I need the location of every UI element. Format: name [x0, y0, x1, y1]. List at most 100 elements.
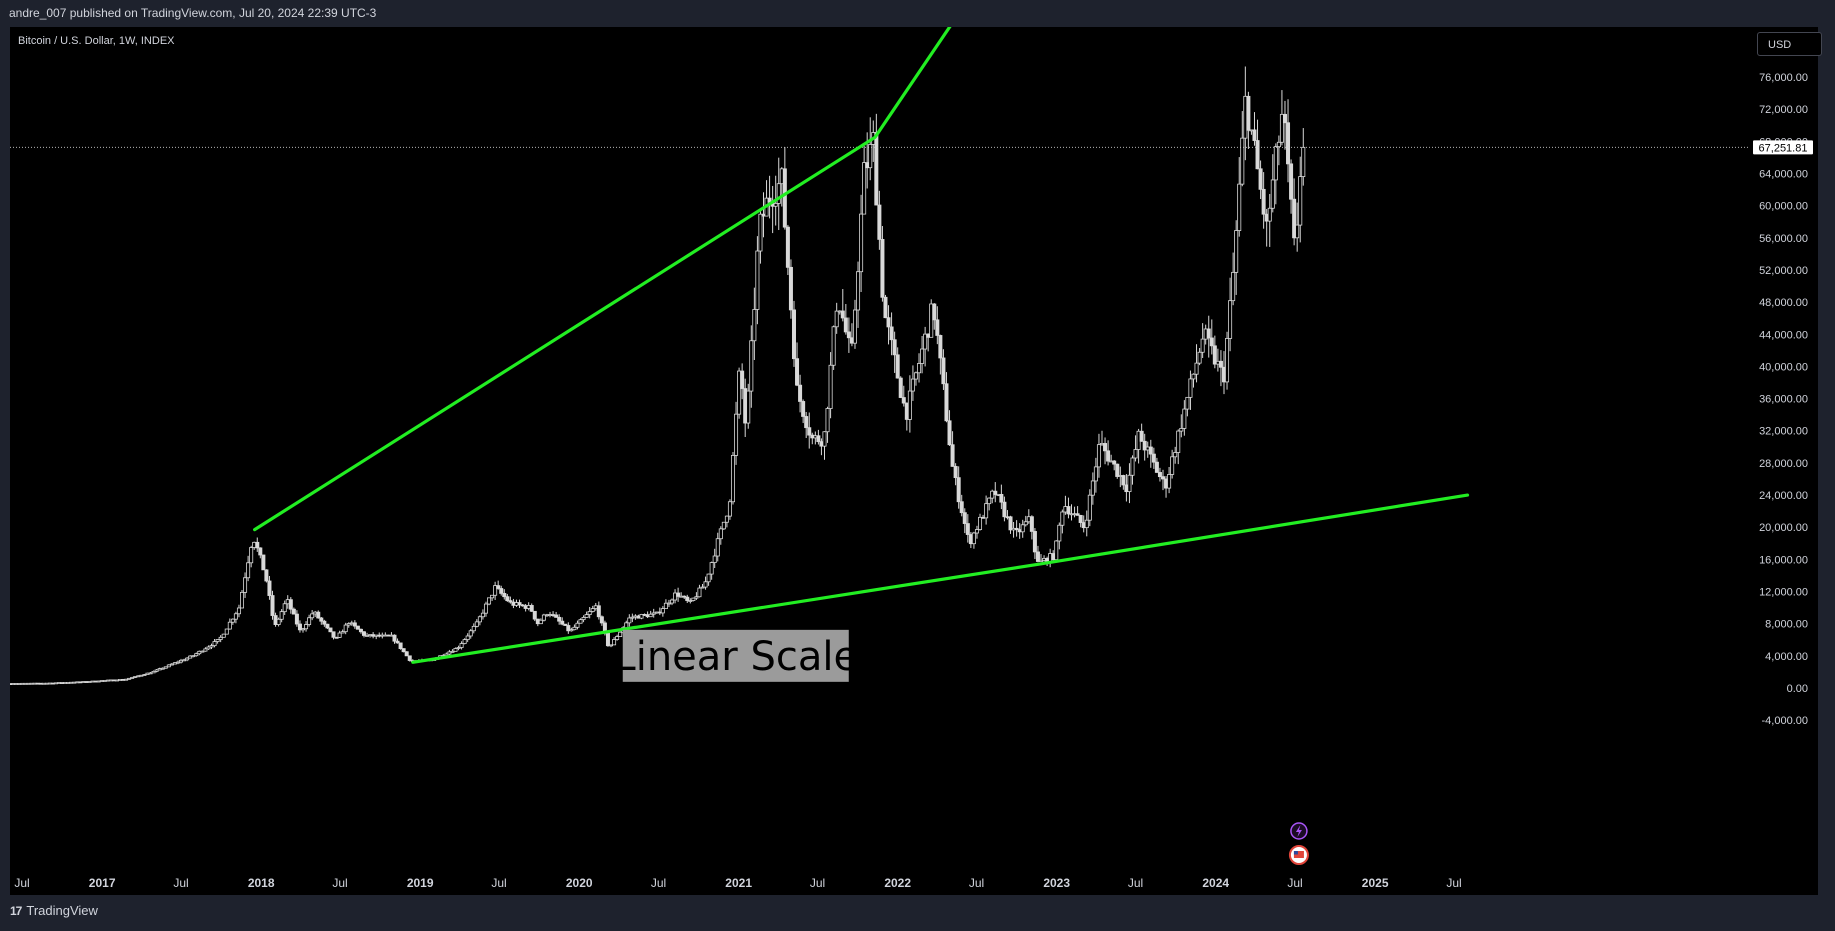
candle-body — [487, 597, 492, 605]
candle — [346, 622, 351, 628]
candle-body — [856, 271, 861, 311]
candle-body — [456, 647, 461, 649]
candle — [358, 628, 363, 634]
tradingview-logo[interactable]: 17 TradingView — [10, 903, 98, 918]
candle-body — [804, 416, 809, 429]
candle-body — [1093, 466, 1098, 482]
candle — [892, 331, 897, 373]
candle-body — [508, 600, 513, 603]
candle — [297, 620, 302, 633]
candle — [334, 636, 339, 639]
candle — [801, 399, 806, 424]
candle-body — [1130, 457, 1135, 476]
candle — [752, 287, 757, 360]
candle-body — [1231, 271, 1236, 302]
candle-body — [737, 370, 742, 415]
y-tick-label: 44,000.00 — [1759, 329, 1808, 341]
candle-body — [630, 616, 635, 619]
candle-body — [532, 610, 537, 620]
candle — [755, 236, 760, 325]
chart-pane[interactable]: Linear Scale76,000.0072,000.0068,000.006… — [10, 27, 1818, 895]
candle — [1093, 457, 1098, 493]
candle — [1115, 463, 1120, 479]
candle-body — [1258, 168, 1263, 190]
candle — [1246, 91, 1251, 149]
candle — [496, 580, 501, 590]
candle-body — [322, 620, 327, 625]
y-tick-label: 48,000.00 — [1759, 297, 1808, 309]
candle-body — [868, 144, 873, 169]
candles — [10, 66, 1306, 685]
candle — [502, 589, 507, 600]
candle-body — [243, 577, 248, 593]
candle — [1087, 489, 1092, 527]
price-chart[interactable]: Linear Scale76,000.0072,000.0068,000.006… — [10, 27, 1818, 895]
candle — [337, 630, 342, 638]
candle — [1252, 112, 1257, 146]
candle — [1228, 277, 1233, 352]
candle — [1270, 154, 1275, 213]
candle — [331, 631, 336, 640]
candle — [465, 633, 470, 643]
candle-body — [627, 617, 632, 624]
candle — [1020, 519, 1025, 538]
candle-body — [1075, 513, 1080, 516]
trendlines — [253, 27, 1470, 664]
candle — [352, 620, 357, 629]
candle — [508, 596, 513, 604]
candle — [209, 643, 214, 650]
candle — [883, 294, 888, 319]
candle-body — [883, 296, 888, 319]
candle-body — [1261, 188, 1266, 215]
candle-body — [862, 162, 867, 215]
candle — [1176, 429, 1181, 465]
candle-body — [291, 608, 296, 615]
candle — [316, 610, 321, 619]
y-tick-label: 36,000.00 — [1759, 394, 1808, 406]
candle-body — [1270, 179, 1275, 209]
candle — [1157, 467, 1162, 482]
candle — [517, 599, 522, 609]
candle-body — [569, 629, 574, 632]
candle-body — [154, 669, 159, 672]
candle-body — [889, 326, 894, 341]
candle — [1255, 119, 1260, 170]
candle-body — [1295, 224, 1300, 239]
candle — [304, 621, 309, 632]
candle — [822, 431, 827, 460]
candle-body — [730, 454, 735, 503]
currency-button[interactable]: USD — [1757, 32, 1822, 56]
candle-body — [279, 611, 284, 620]
candle — [828, 352, 833, 419]
candle-body — [596, 605, 601, 618]
candle-body — [575, 622, 580, 628]
candle — [319, 616, 324, 625]
candle — [322, 619, 327, 627]
candle-body — [1035, 551, 1040, 562]
candle — [554, 611, 559, 618]
candle — [288, 597, 293, 614]
candle — [721, 521, 726, 531]
candle — [1084, 510, 1089, 537]
candle-body — [859, 213, 864, 273]
candle-body — [163, 666, 168, 669]
candle — [694, 592, 699, 600]
candle-body — [846, 331, 851, 339]
candle-body — [907, 390, 912, 420]
candle-body — [465, 635, 470, 640]
candle-body — [304, 624, 309, 630]
candle — [258, 547, 263, 559]
candle — [175, 660, 180, 665]
candle — [200, 650, 205, 653]
candle-body — [834, 310, 839, 328]
symbol-title: Bitcoin / U.S. Dollar, 1W, INDEX — [18, 35, 175, 47]
x-tick-label: Jul — [1446, 876, 1461, 890]
candle-body — [1194, 362, 1199, 375]
candle-body — [785, 226, 790, 268]
candle — [471, 623, 476, 634]
candle-body — [294, 613, 299, 625]
candle — [493, 581, 498, 601]
candle — [188, 655, 193, 659]
candle-body — [685, 596, 690, 601]
y-tick-label: 40,000.00 — [1759, 361, 1808, 373]
